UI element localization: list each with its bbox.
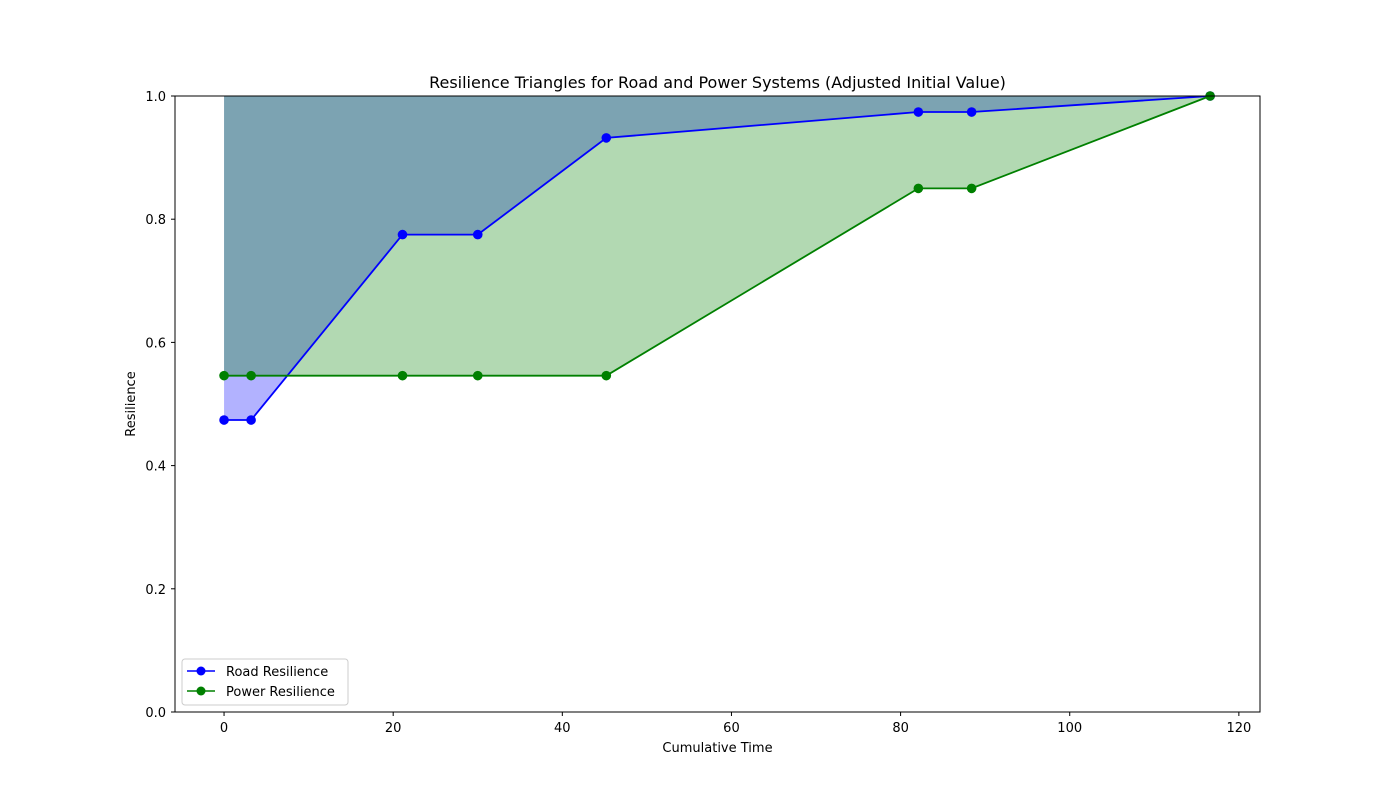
y-tick-label: 0.4 [145, 460, 166, 475]
power-resilience-point [601, 370, 612, 381]
x-tick-label: 0 [220, 721, 228, 736]
plot-frame [174, 95, 1261, 713]
x-tick-label: 80 [892, 721, 909, 736]
legend-road-label: Road Resilience [226, 665, 328, 680]
power-resilience-fill-area [224, 96, 1211, 376]
x-tick-label: 60 [723, 721, 740, 736]
power-resilience-line [224, 95, 1211, 377]
legend: Road Resilience Power Resilience [181, 658, 349, 706]
x-axis-label: Cumulative Time [662, 741, 772, 756]
y-tick-label: 0.6 [145, 336, 166, 351]
y-tick-label: 0.8 [145, 213, 166, 228]
power-resilience-point [246, 370, 256, 381]
x-tick-label: 20 [385, 721, 402, 736]
y-tick-label: 0.2 [145, 583, 166, 598]
power-resilience-point [966, 183, 977, 194]
legend-box [181, 658, 349, 706]
power-resilience-point [397, 370, 408, 381]
road-resilience-line [224, 95, 1211, 421]
road-resilience-point [472, 229, 483, 240]
power-resilience-point [913, 183, 924, 194]
y-tick-label: 0.0 [145, 706, 166, 721]
x-tick-label: 40 [554, 721, 571, 736]
road-resilience-point [601, 133, 612, 143]
road-resilience-point [966, 107, 977, 117]
chart-title: Resilience Triangles for Road and Power … [429, 73, 1006, 92]
x-tick-label: 120 [1226, 721, 1251, 736]
power-resilience-point [472, 370, 483, 381]
axis-ticks: 0 20 40 60 80 100 120 0.0 0.2 0.4 0.6 0.8 1.0 [145, 90, 1251, 736]
y-tick-label: 1.0 [145, 90, 166, 105]
road-resilience-point [913, 107, 924, 117]
road-resilience-point [219, 415, 229, 425]
road-resilience-fill-area [224, 96, 1211, 421]
road-resilience-point [246, 415, 256, 425]
x-tick-label: 100 [1057, 721, 1082, 736]
power-resilience-point [219, 370, 229, 381]
fill-areas [224, 96, 1211, 421]
y-axis-label: Resilience [124, 371, 139, 436]
legend-power-label: Power Resilience [226, 685, 335, 700]
legend-power-marker [196, 686, 206, 696]
series-lines [219, 91, 1215, 425]
legend-road-marker [196, 666, 206, 676]
road-resilience-point [397, 229, 408, 240]
